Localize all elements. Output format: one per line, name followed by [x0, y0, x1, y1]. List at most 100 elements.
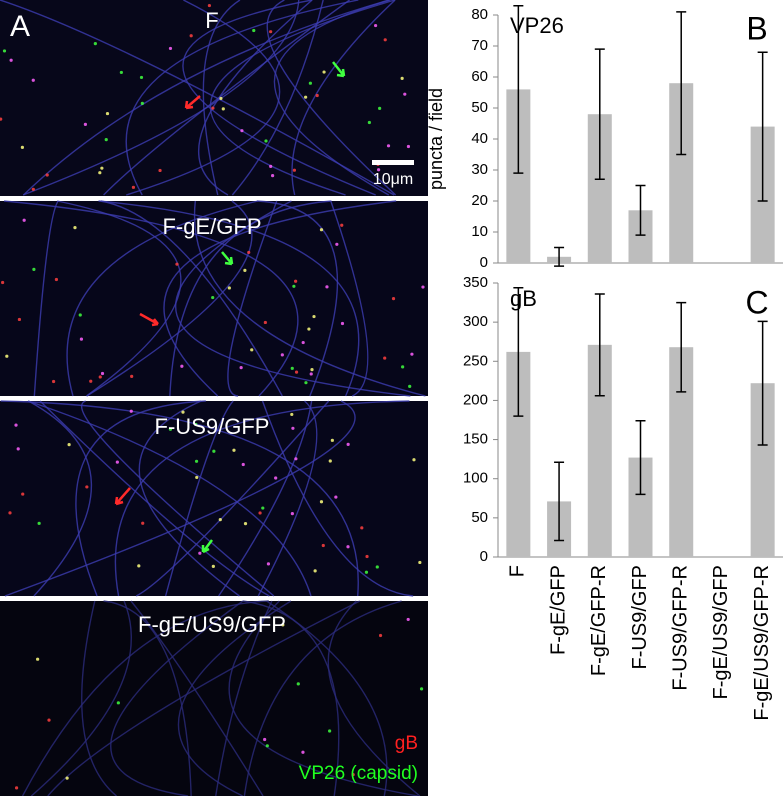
chart-title: gB	[510, 286, 537, 311]
error-bar	[757, 51, 768, 202]
neurite	[257, 400, 318, 597]
punctum	[105, 111, 110, 116]
punctum	[263, 320, 267, 325]
punctum	[211, 564, 215, 568]
punctum	[104, 138, 108, 142]
neurite	[57, 200, 182, 397]
punctum	[98, 171, 102, 175]
neurite	[135, 400, 330, 597]
neurite	[242, 600, 340, 796]
punctum	[198, 551, 202, 555]
punctum	[100, 371, 105, 376]
neurite	[130, 600, 264, 796]
punctum	[2, 49, 7, 53]
neurite	[261, 400, 414, 597]
punctum	[212, 449, 216, 453]
punctum	[412, 458, 416, 462]
micrograph	[0, 601, 428, 796]
neurite	[257, 200, 339, 397]
neurite	[28, 400, 93, 597]
y-tick-label: 350	[463, 274, 488, 291]
punctum	[280, 353, 284, 357]
punctum	[115, 460, 119, 464]
punctum	[22, 218, 26, 222]
y-tick-label: 30	[471, 161, 488, 178]
punctum	[325, 285, 329, 289]
panel-label: A	[10, 10, 30, 43]
neurite	[125, 0, 281, 196]
error-bar	[554, 246, 565, 267]
punctum	[301, 340, 305, 345]
y-tick-label: 40	[471, 130, 488, 147]
punctum	[367, 120, 371, 125]
punctum	[85, 485, 89, 489]
neurite	[22, 0, 300, 196]
panel-title: F-gE/GFP	[162, 214, 261, 239]
y-tick-label: 0	[480, 254, 488, 271]
x-tick-label: F-gE/US9/GFP-R	[751, 565, 773, 721]
punctum	[310, 368, 314, 372]
punctum	[116, 701, 120, 705]
punctum	[139, 75, 144, 80]
punctum	[67, 443, 71, 447]
punctum	[400, 76, 404, 80]
punctum	[328, 459, 332, 463]
punctum	[195, 475, 199, 480]
scale-bar	[372, 160, 414, 165]
punctum	[93, 42, 97, 46]
punctum	[334, 495, 338, 499]
error-bar	[513, 4, 524, 174]
punctum	[168, 46, 173, 51]
neurite	[81, 600, 117, 796]
punctum	[129, 409, 133, 413]
punctum	[240, 129, 244, 133]
punctum	[265, 744, 269, 748]
punctum	[250, 348, 254, 352]
x-tick-label: F-US9/GFP	[629, 565, 651, 669]
y-tick-label: 0	[480, 548, 488, 565]
punctum	[32, 267, 36, 272]
punctum	[292, 284, 296, 288]
neurite	[169, 200, 332, 397]
legend-entry: gB	[395, 733, 418, 754]
x-tick-label: F-gE/GFP	[547, 565, 569, 655]
punctum	[315, 93, 319, 98]
micrograph	[0, 0, 428, 196]
punctum	[383, 38, 387, 42]
punctum	[376, 168, 381, 172]
punctum	[391, 297, 396, 301]
punctum	[181, 410, 185, 414]
punctum	[322, 70, 326, 74]
punctum	[290, 366, 294, 370]
neurite	[103, 0, 350, 196]
punctum	[308, 81, 312, 85]
punctum	[312, 314, 316, 319]
punctum	[189, 34, 193, 38]
punctum	[14, 423, 18, 427]
neurite	[266, 600, 388, 796]
y-tick-label: 300	[463, 313, 488, 330]
neurite	[177, 600, 292, 796]
punctum	[309, 372, 313, 376]
punctum	[291, 426, 295, 430]
punctum	[168, 427, 173, 431]
punctum	[274, 476, 278, 480]
arrow	[114, 487, 131, 506]
punctum	[292, 168, 297, 172]
punctum	[419, 687, 424, 691]
punctum	[83, 122, 88, 126]
neurite	[86, 200, 253, 397]
neurite	[33, 200, 59, 397]
error-bar	[594, 293, 605, 397]
punctum	[263, 737, 267, 742]
punctum	[301, 750, 305, 754]
punctum	[408, 384, 412, 388]
y-tick-label: 50	[471, 99, 488, 116]
neurite	[327, 600, 421, 796]
scale-bar-label: 10μm	[373, 171, 413, 188]
punctum	[313, 569, 317, 573]
y-axis-label: puncta / field	[426, 88, 446, 190]
punctum	[73, 226, 77, 230]
punctum	[232, 448, 236, 452]
